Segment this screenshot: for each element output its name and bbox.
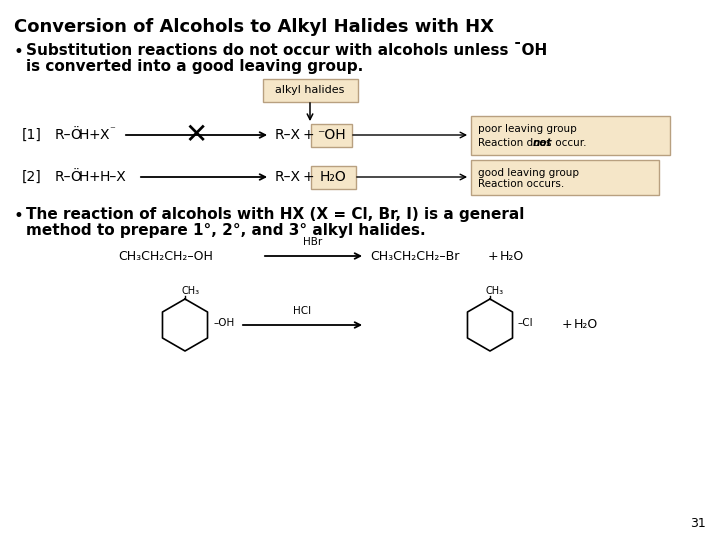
FancyBboxPatch shape bbox=[470, 159, 659, 194]
Text: The reaction of alcohols with HX (X = Cl, Br, I) is a general: The reaction of alcohols with HX (X = Cl… bbox=[26, 207, 524, 222]
Text: H₂O: H₂O bbox=[500, 249, 524, 262]
Text: HCl: HCl bbox=[293, 306, 311, 316]
Text: method to prepare 1°, 2°, and 3° alkyl halides.: method to prepare 1°, 2°, and 3° alkyl h… bbox=[26, 223, 426, 238]
Text: R–X: R–X bbox=[275, 128, 301, 142]
Text: not: not bbox=[533, 138, 552, 148]
Text: •: • bbox=[14, 43, 24, 61]
Text: R–: R– bbox=[55, 170, 71, 184]
FancyBboxPatch shape bbox=[310, 124, 351, 146]
Text: +: + bbox=[89, 170, 101, 184]
Text: –OH: –OH bbox=[213, 318, 234, 328]
Text: H–X: H–X bbox=[100, 170, 127, 184]
Text: CH₃: CH₃ bbox=[486, 286, 504, 296]
Text: Ö: Ö bbox=[70, 128, 81, 142]
Text: +: + bbox=[562, 319, 572, 332]
Text: ✕: ✕ bbox=[184, 121, 207, 149]
FancyBboxPatch shape bbox=[310, 165, 356, 188]
Text: occur.: occur. bbox=[552, 138, 587, 148]
Text: 31: 31 bbox=[690, 517, 706, 530]
FancyBboxPatch shape bbox=[470, 116, 670, 154]
Text: CH₃CH₂CH₂–Br: CH₃CH₂CH₂–Br bbox=[370, 249, 459, 262]
Text: ⁻: ⁻ bbox=[109, 125, 115, 135]
Text: Reaction does: Reaction does bbox=[478, 138, 554, 148]
Text: R–X: R–X bbox=[275, 170, 301, 184]
Text: +: + bbox=[488, 249, 499, 262]
Text: •: • bbox=[14, 207, 24, 225]
Text: is converted into a good leaving group.: is converted into a good leaving group. bbox=[26, 59, 364, 74]
Text: alkyl halides: alkyl halides bbox=[275, 85, 345, 95]
Text: +: + bbox=[303, 128, 315, 142]
Text: Conversion of Alcohols to Alkyl Halides with HX: Conversion of Alcohols to Alkyl Halides … bbox=[14, 18, 494, 36]
Text: [1]: [1] bbox=[22, 128, 42, 142]
Text: HBr: HBr bbox=[303, 237, 323, 247]
Text: ⁻OH: ⁻OH bbox=[317, 128, 346, 142]
FancyBboxPatch shape bbox=[263, 78, 358, 102]
Text: poor leaving group: poor leaving group bbox=[478, 124, 577, 134]
Text: H: H bbox=[79, 170, 89, 184]
Text: [2]: [2] bbox=[22, 170, 42, 184]
Text: X: X bbox=[100, 128, 109, 142]
Text: CH₃CH₂CH₂–OH: CH₃CH₂CH₂–OH bbox=[118, 249, 213, 262]
Text: CH₃: CH₃ bbox=[181, 286, 199, 296]
Text: good leaving group: good leaving group bbox=[478, 168, 579, 178]
Text: H: H bbox=[79, 128, 89, 142]
Text: +: + bbox=[303, 170, 315, 184]
Text: Substitution reactions do not occur with alcohols unless ¯OH: Substitution reactions do not occur with… bbox=[26, 43, 547, 58]
Text: Reaction occurs.: Reaction occurs. bbox=[478, 179, 564, 189]
Text: R–: R– bbox=[55, 128, 71, 142]
Text: H₂O: H₂O bbox=[574, 319, 598, 332]
Text: –Cl: –Cl bbox=[518, 318, 534, 328]
Text: Ö: Ö bbox=[70, 170, 81, 184]
Text: H₂O: H₂O bbox=[320, 170, 346, 184]
Text: +: + bbox=[89, 128, 101, 142]
